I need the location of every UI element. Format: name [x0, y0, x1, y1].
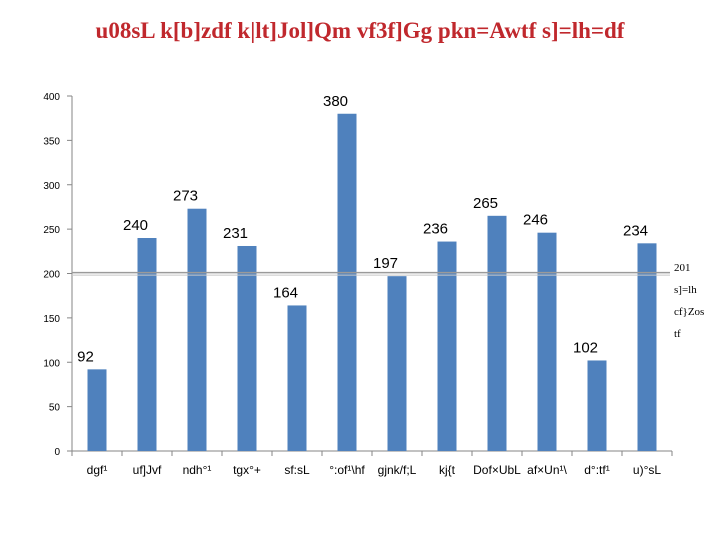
- y-tick-label: 300: [43, 181, 60, 192]
- x-tick-label: °:of¹\hf: [329, 463, 365, 477]
- x-tick-label: kj{t: [439, 463, 456, 477]
- bar: [387, 276, 407, 451]
- bar: [137, 238, 157, 451]
- bar: [237, 245, 257, 451]
- y-tick-label: 250: [43, 225, 60, 236]
- chart-title: u08sL k[b]zdf k|lt]Jol]Qm vf3f]Gg pkn=Aw…: [95, 18, 625, 43]
- x-tick-label: Dof×UbL: [473, 463, 521, 477]
- bar: [287, 305, 307, 451]
- x-tick-label: u)°sL: [633, 463, 661, 477]
- x-tick-label: ndh°¹: [183, 463, 212, 477]
- data-label: 102: [573, 339, 598, 356]
- y-tick-label: 0: [54, 447, 60, 458]
- data-label: 240: [123, 217, 148, 234]
- x-tick-label: af×Un¹\: [527, 463, 567, 477]
- reference-line-label: tf: [674, 328, 681, 340]
- data-label: 164: [273, 284, 298, 301]
- data-label: 380: [323, 93, 348, 110]
- y-tick-label: 100: [43, 358, 60, 369]
- data-label: 234: [623, 222, 648, 239]
- x-tick-label: sf:sL: [284, 463, 310, 477]
- bar: [487, 215, 507, 451]
- y-tick-label: 200: [43, 270, 60, 281]
- x-tick-label: tgx°+: [233, 463, 261, 477]
- data-label: 265: [473, 195, 498, 212]
- x-tick-label: d°:tf¹: [584, 463, 609, 477]
- bar: [537, 232, 557, 451]
- data-label: 273: [173, 188, 198, 205]
- y-tick-label: 50: [49, 403, 61, 414]
- bar: [587, 360, 607, 451]
- reference-line-label: 201: [674, 262, 691, 274]
- bar: [437, 241, 457, 451]
- bar: [87, 369, 107, 451]
- x-tick-label: dgf¹: [87, 463, 108, 477]
- data-label: 231: [223, 225, 248, 242]
- data-label: 92: [77, 348, 94, 365]
- bar: [337, 113, 357, 451]
- y-tick-label: 350: [43, 136, 60, 147]
- y-tick-label: 400: [43, 92, 60, 103]
- bar: [187, 208, 207, 451]
- x-tick-label: gjnk/f;L: [378, 463, 417, 477]
- y-tick-label: 150: [43, 314, 60, 325]
- bar: [637, 243, 657, 451]
- data-label: 236: [423, 221, 448, 238]
- data-label: 246: [523, 212, 548, 229]
- reference-line-label: s]=lh: [674, 284, 697, 296]
- data-label: 197: [373, 255, 398, 272]
- x-tick-label: uf]Jvf: [133, 463, 162, 477]
- reference-line-label: cf}Zos: [674, 306, 704, 318]
